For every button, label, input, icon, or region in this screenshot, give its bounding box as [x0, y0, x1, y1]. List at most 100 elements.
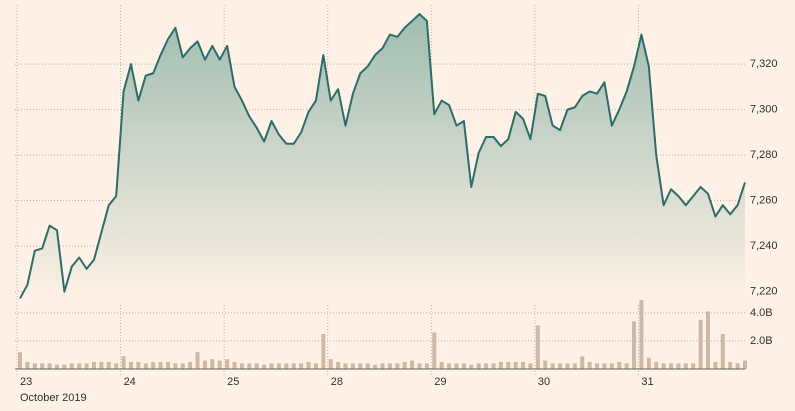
- volume-bar: [587, 361, 592, 369]
- volume-bar: [328, 359, 333, 369]
- y-tick-label: 7,240: [750, 240, 778, 252]
- volume-bar: [417, 363, 422, 369]
- volume-bar: [180, 363, 185, 369]
- volume-bar: [454, 363, 459, 369]
- volume-bar: [54, 364, 59, 369]
- volume-bar: [350, 363, 355, 369]
- volume-bar: [202, 360, 207, 369]
- y-tick-label: 7,220: [750, 286, 778, 298]
- volume-bar: [580, 356, 585, 369]
- volume-bar: [276, 363, 281, 369]
- y-tick-label: 2.0B: [750, 335, 773, 347]
- volume-bar: [343, 363, 348, 369]
- volume-bar: [25, 361, 30, 369]
- x-axis-label: October 2019: [20, 392, 87, 404]
- y-tick-label: 7,320: [750, 58, 778, 70]
- volume-bar: [535, 325, 540, 369]
- price-area: [20, 14, 745, 303]
- volume-bar: [395, 363, 400, 369]
- x-tick-label: 30: [538, 376, 550, 388]
- volume-bar: [558, 363, 563, 369]
- x-tick-label: 31: [641, 376, 653, 388]
- volume-bar: [691, 363, 696, 369]
- volume-bar: [669, 363, 674, 369]
- volume-bar: [380, 363, 385, 369]
- volume-bar: [291, 363, 296, 369]
- volume-bar: [284, 363, 289, 369]
- volume-bar: [713, 361, 718, 369]
- volume-bar: [158, 361, 163, 369]
- volume-bar: [121, 356, 126, 369]
- y-tick-label: 7,280: [750, 149, 778, 161]
- volume-bar: [165, 361, 170, 369]
- volume-bar: [720, 333, 725, 369]
- volume-bar: [743, 360, 747, 369]
- volume-bar: [661, 363, 666, 369]
- volume-bar: [262, 364, 267, 369]
- volume-bar: [543, 360, 548, 369]
- x-tick-label: 25: [227, 376, 239, 388]
- x-tick-label: 23: [20, 376, 32, 388]
- volume-bar: [506, 361, 511, 369]
- volume-bar: [225, 359, 230, 369]
- volume-bar: [47, 363, 52, 369]
- volume-bar: [217, 360, 222, 369]
- volume-bar: [602, 363, 607, 369]
- volume-bar: [432, 332, 437, 369]
- volume-bar: [550, 363, 555, 369]
- volume-bar: [114, 363, 119, 369]
- volume-bar: [358, 363, 363, 369]
- volume-bar: [18, 352, 22, 369]
- volume-bar: [77, 363, 82, 369]
- volume-bar: [521, 361, 526, 369]
- volume-bar: [676, 363, 681, 369]
- price-line: [19, 13, 746, 299]
- y-tick-label: 4.0B: [750, 307, 773, 319]
- volume-bar: [565, 363, 570, 369]
- y-tick-label: 7,260: [750, 195, 778, 207]
- volume-bar: [62, 364, 67, 369]
- volume-bar: [151, 361, 156, 369]
- volume-bar: [136, 361, 141, 369]
- volume-bar: [365, 363, 370, 369]
- volume-bar: [106, 361, 111, 369]
- volume-bar: [706, 311, 711, 369]
- volume-bar: [195, 352, 200, 369]
- volume-bar: [91, 361, 96, 369]
- volume-bar: [624, 363, 629, 369]
- volume-bar: [469, 364, 474, 369]
- volume-bar: [188, 361, 193, 369]
- volume-bar: [269, 363, 274, 369]
- volume-bar: [254, 363, 259, 369]
- volume-bar: [32, 363, 37, 369]
- volume-bar: [299, 363, 304, 369]
- volume-bar: [373, 364, 378, 369]
- volume-bar: [491, 363, 496, 369]
- volume-bar: [210, 359, 215, 369]
- volume-bar: [639, 300, 644, 369]
- volume-bar: [424, 363, 429, 369]
- volume-bar: [143, 363, 148, 369]
- volume-bar: [40, 363, 45, 369]
- volume-bar: [387, 363, 392, 369]
- volume-bar: [498, 361, 503, 369]
- volume-bar: [99, 361, 104, 369]
- volume-bar: [609, 363, 614, 369]
- volume-bar: [306, 361, 311, 369]
- y-tick-label: 7,300: [750, 104, 778, 116]
- x-tick-label: 24: [124, 376, 136, 388]
- volume-bar: [402, 361, 407, 369]
- volume-bar: [476, 363, 481, 369]
- volume-bar: [84, 363, 89, 369]
- volume-bar: [247, 363, 252, 369]
- volume-bar: [232, 361, 237, 369]
- volume-bar: [484, 363, 489, 369]
- volume-bar: [654, 361, 659, 369]
- volume-bar: [447, 363, 452, 369]
- volume-bar: [595, 363, 600, 369]
- volume-bar: [646, 357, 651, 369]
- volume-bar: [617, 361, 622, 369]
- volume-bar: [461, 363, 466, 369]
